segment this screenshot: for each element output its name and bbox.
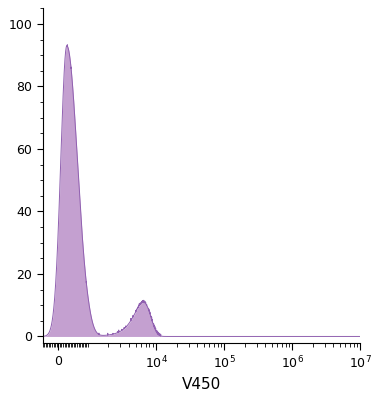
X-axis label: V450: V450 (182, 377, 221, 392)
